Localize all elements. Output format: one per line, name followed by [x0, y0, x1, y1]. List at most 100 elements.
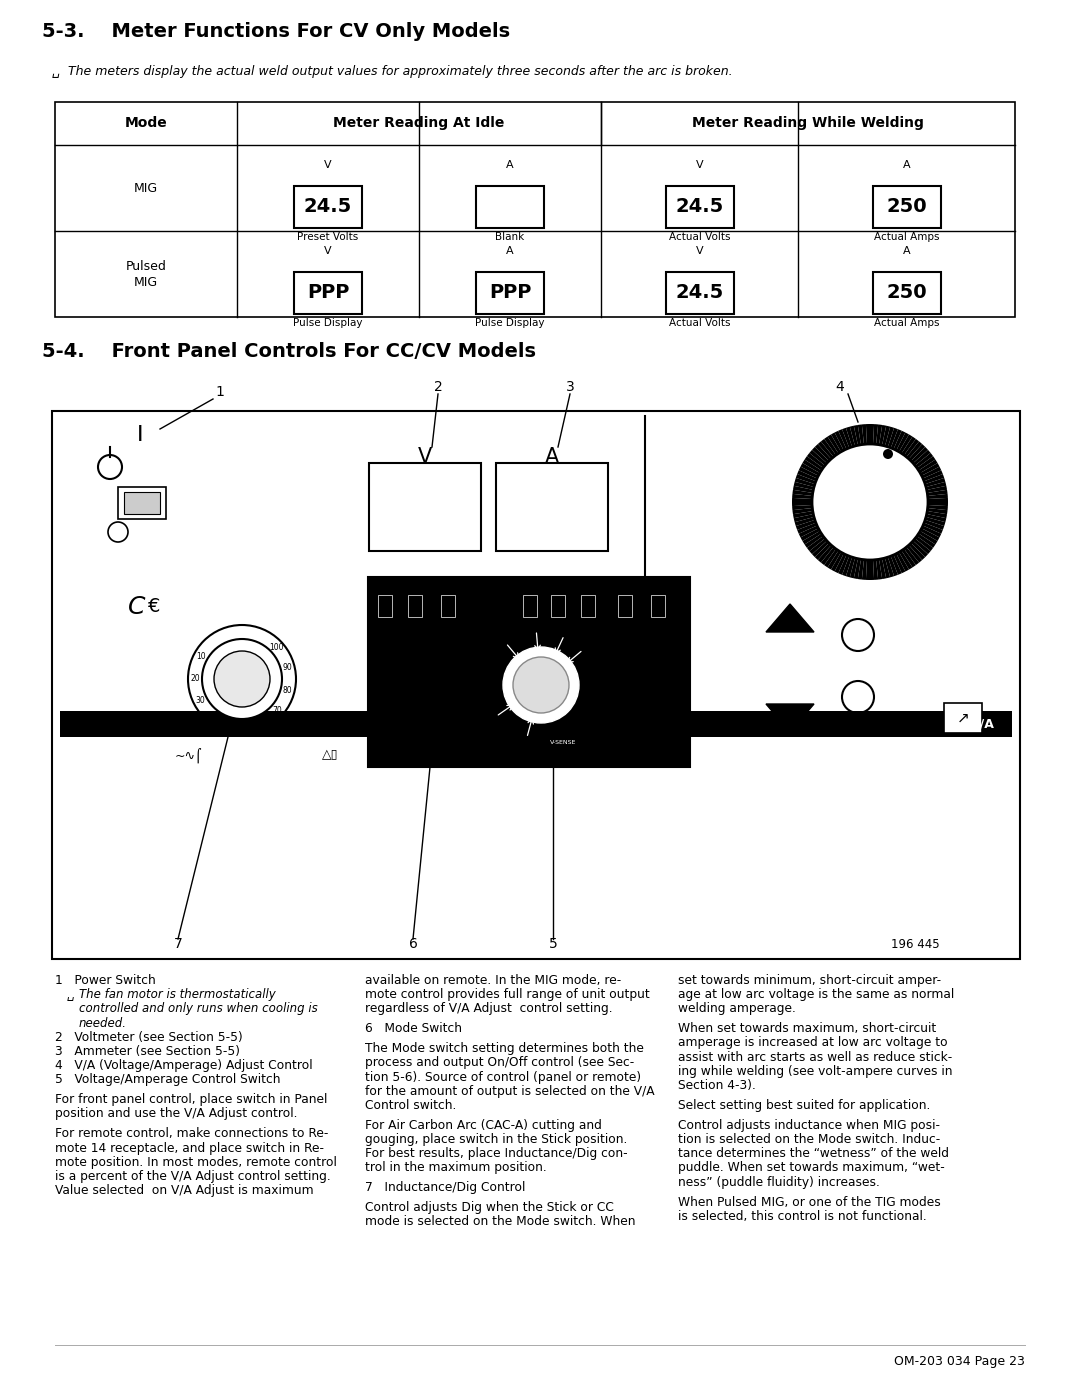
Bar [60, 711, 1012, 738]
Wedge shape [920, 528, 940, 541]
Wedge shape [899, 550, 913, 570]
Circle shape [812, 444, 928, 560]
Wedge shape [896, 433, 909, 451]
Wedge shape [846, 557, 855, 577]
Wedge shape [792, 506, 812, 510]
Wedge shape [882, 426, 890, 446]
Text: set towards minimum, short-circuit amper-: set towards minimum, short-circuit amper… [678, 974, 941, 988]
Bar [52, 411, 1020, 958]
Wedge shape [923, 471, 943, 481]
Wedge shape [870, 425, 874, 444]
Wedge shape [793, 486, 813, 493]
Wedge shape [799, 525, 819, 538]
Text: The fan motor is thermostatically: The fan motor is thermostatically [79, 988, 275, 1002]
Text: ↗: ↗ [957, 711, 970, 725]
Wedge shape [799, 467, 819, 478]
Wedge shape [866, 560, 870, 580]
Wedge shape [926, 482, 946, 490]
Wedge shape [793, 511, 813, 518]
Text: Actual Volts: Actual Volts [669, 319, 730, 328]
Wedge shape [921, 525, 942, 538]
Wedge shape [827, 550, 841, 570]
Bar [496, 462, 608, 550]
Text: C: C [129, 595, 146, 619]
Wedge shape [792, 497, 812, 502]
Bar [368, 577, 690, 767]
Text: 80: 80 [283, 686, 293, 694]
Wedge shape [862, 560, 867, 580]
Text: ␣: ␣ [67, 988, 75, 1002]
Text: Mode: Mode [124, 116, 167, 130]
Wedge shape [888, 427, 897, 448]
Wedge shape [927, 486, 947, 493]
Bar [294, 186, 362, 228]
Text: Pulse Display: Pulse Display [475, 319, 544, 328]
Bar [873, 186, 941, 228]
Wedge shape [915, 536, 933, 550]
Text: 2: 2 [434, 380, 443, 394]
Text: For remote control, make connections to Re-: For remote control, make connections to … [55, 1127, 328, 1140]
Text: tion 5-6). Source of control (panel or remote): tion 5-6). Source of control (panel or r… [365, 1070, 642, 1084]
Polygon shape [766, 604, 814, 631]
Text: 40: 40 [211, 712, 220, 722]
Wedge shape [858, 425, 864, 444]
Text: OM-203 034 Page 23: OM-203 034 Page 23 [894, 1355, 1025, 1368]
Text: 70: 70 [272, 705, 282, 715]
Bar [294, 272, 362, 314]
Text: 5-3.    Meter Functions For CV Only Models: 5-3. Meter Functions For CV Only Models [42, 22, 510, 41]
Wedge shape [835, 553, 847, 573]
Bar [651, 595, 665, 617]
Text: needed.: needed. [79, 1017, 127, 1030]
Wedge shape [926, 514, 946, 522]
Wedge shape [842, 427, 852, 448]
Wedge shape [821, 548, 836, 566]
Wedge shape [908, 444, 926, 461]
Wedge shape [928, 495, 948, 499]
Bar [618, 595, 632, 617]
Text: 24.5: 24.5 [303, 197, 352, 217]
Text: A: A [903, 161, 910, 170]
Wedge shape [891, 429, 902, 448]
Wedge shape [854, 559, 861, 578]
Text: 6: 6 [408, 937, 418, 951]
Text: 30: 30 [195, 696, 205, 705]
Wedge shape [831, 433, 843, 451]
Wedge shape [904, 439, 919, 457]
Text: Control adjusts inductance when MIG posi-: Control adjusts inductance when MIG posi… [678, 1119, 940, 1132]
Text: ing while welding (see volt-ampere curves in: ing while welding (see volt-ampere curve… [678, 1065, 953, 1078]
Wedge shape [921, 467, 942, 478]
Text: for the amount of output is selected on the V/A: for the amount of output is selected on … [365, 1084, 654, 1098]
Text: The Mode switch setting determines both the: The Mode switch setting determines both … [365, 1042, 644, 1055]
Text: 24.5: 24.5 [675, 197, 724, 217]
Wedge shape [882, 557, 890, 578]
Text: 7   Inductance/Dig Control: 7 Inductance/Dig Control [365, 1182, 525, 1194]
Text: A: A [507, 161, 514, 170]
Text: A: A [545, 447, 559, 467]
Text: €: € [148, 598, 160, 616]
Text: Actual Amps: Actual Amps [874, 232, 940, 242]
Bar [408, 595, 422, 617]
Wedge shape [870, 560, 874, 580]
Wedge shape [850, 557, 858, 578]
Text: 4   V/A (Voltage/Amperage) Adjust Control: 4 V/A (Voltage/Amperage) Adjust Control [55, 1059, 312, 1073]
Wedge shape [879, 559, 887, 578]
Text: V/A: V/A [971, 718, 995, 731]
Wedge shape [908, 543, 926, 560]
Text: Meter Reading While Welding: Meter Reading While Welding [692, 116, 923, 130]
Wedge shape [795, 478, 814, 488]
Wedge shape [873, 560, 878, 580]
Wedge shape [807, 453, 825, 468]
Text: 2   Voltmeter (see Section 5-5): 2 Voltmeter (see Section 5-5) [55, 1031, 243, 1044]
Wedge shape [796, 520, 815, 529]
Wedge shape [873, 425, 878, 444]
Text: ~∿⌠: ~∿⌠ [174, 747, 202, 763]
Wedge shape [812, 541, 829, 557]
Wedge shape [919, 460, 937, 474]
Wedge shape [805, 457, 823, 471]
Bar [441, 595, 455, 617]
Text: V: V [696, 161, 703, 170]
Text: When Pulsed MIG, or one of the TIG modes: When Pulsed MIG, or one of the TIG modes [678, 1196, 941, 1208]
Wedge shape [794, 482, 814, 490]
Text: 5   Voltage/Amperage Control Switch: 5 Voltage/Amperage Control Switch [55, 1073, 281, 1087]
Text: Control adjusts Dig when the Stick or CC: Control adjusts Dig when the Stick or CC [365, 1201, 613, 1214]
